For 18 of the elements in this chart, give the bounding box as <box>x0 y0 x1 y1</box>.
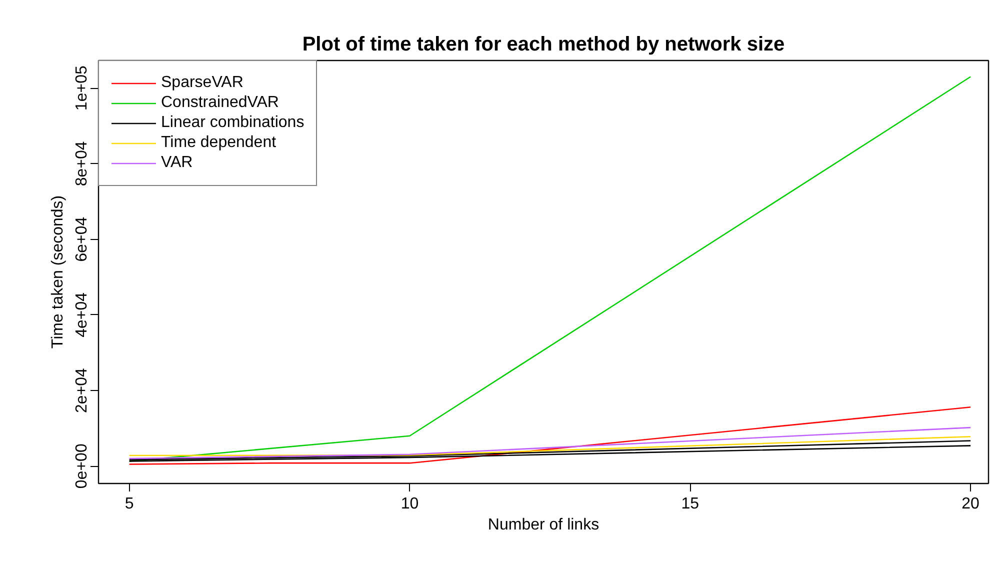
y-tick-label: 0e+00 <box>74 444 90 489</box>
y-tick-label: 4e+04 <box>74 292 90 338</box>
legend-label: Time dependent <box>161 134 276 152</box>
legend-label: Linear combinations <box>161 114 304 132</box>
legend-label: ConstrainedVAR <box>161 94 279 112</box>
x-tick-label: 5 <box>124 496 134 512</box>
x-tick-label: 10 <box>400 496 419 512</box>
x-tick-label: 15 <box>681 496 700 512</box>
legend-label: VAR <box>161 154 193 172</box>
y-tick-label: 6e+04 <box>74 216 90 262</box>
y-tick-label: 1e+05 <box>74 66 90 111</box>
y-tick-label: 2e+04 <box>74 368 90 413</box>
x-tick-label: 20 <box>962 496 980 512</box>
y-axis-title: Time taken (seconds) <box>50 195 66 349</box>
legend-label: SparseVAR <box>161 74 244 92</box>
chart-title: Plot of time taken for each method by network size <box>302 34 785 56</box>
x-axis-title: Number of links <box>488 516 600 534</box>
y-tick-label: 8e+04 <box>74 141 90 186</box>
